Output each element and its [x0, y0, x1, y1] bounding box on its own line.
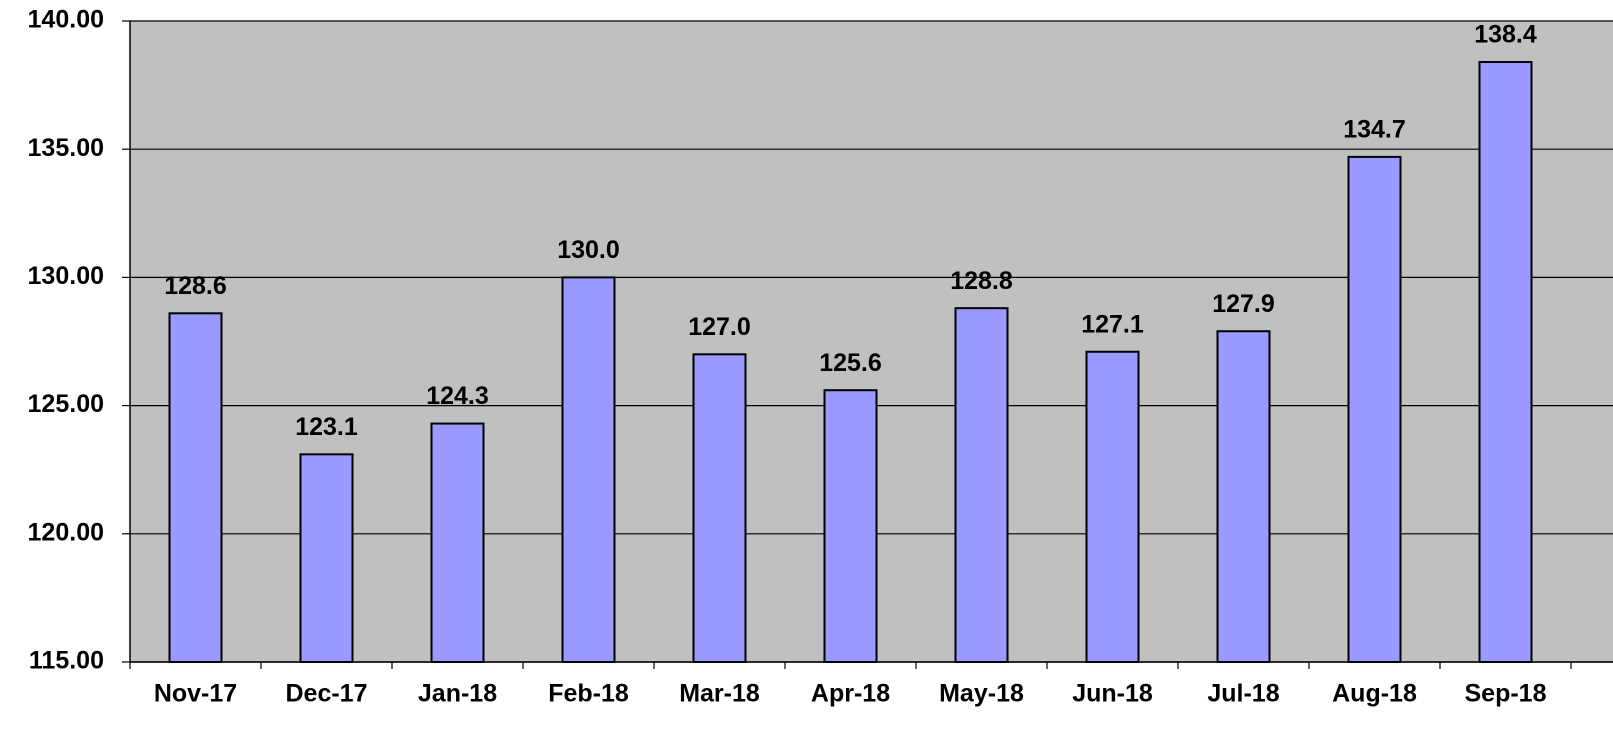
- data-label: 134.7: [1343, 116, 1406, 144]
- y-tick-label: 135.00: [28, 134, 104, 162]
- x-tick-label: Sep-18: [1465, 680, 1547, 708]
- bar: [954, 307, 1009, 663]
- bar: [299, 453, 354, 664]
- data-label: 128.8: [950, 267, 1013, 295]
- bar: [168, 312, 223, 663]
- x-tick-label: Dec-17: [286, 680, 368, 708]
- y-tick-label: 115.00: [29, 647, 104, 675]
- x-tick-label: Aug-18: [1332, 680, 1417, 708]
- x-tick-label: Nov-17: [154, 680, 237, 708]
- bar: [1478, 61, 1533, 664]
- data-label: 127.1: [1081, 310, 1144, 338]
- data-label: 127.9: [1212, 290, 1275, 318]
- y-tick-label: 140.00: [28, 6, 104, 34]
- bar: [1085, 350, 1140, 663]
- bar: [561, 276, 616, 663]
- x-tick-label: May-18: [939, 680, 1024, 708]
- y-tick-label: 125.00: [28, 390, 104, 418]
- x-tick-label: Mar-18: [679, 680, 760, 708]
- data-label: 125.6: [819, 349, 882, 377]
- data-label: 128.6: [164, 272, 227, 300]
- data-label: 130.0: [557, 236, 620, 264]
- x-tick-label: Jun-18: [1072, 680, 1153, 708]
- data-label: 127.0: [688, 313, 751, 341]
- data-label: 123.1: [295, 413, 358, 441]
- bar: [823, 389, 878, 663]
- x-tick-label: Jan-18: [418, 680, 497, 708]
- x-tick-label: Jul-18: [1207, 680, 1279, 708]
- bar: [430, 422, 485, 663]
- y-tick-label: 130.00: [28, 262, 104, 290]
- data-label: 124.3: [426, 382, 489, 410]
- x-tick-label: Feb-18: [548, 680, 629, 708]
- bar: [692, 353, 747, 663]
- y-tick-label: 120.00: [28, 518, 104, 546]
- x-tick-label: Apr-18: [811, 680, 890, 708]
- data-label: 138.4: [1474, 21, 1537, 49]
- bar: [1347, 155, 1402, 663]
- bar: [1216, 330, 1271, 663]
